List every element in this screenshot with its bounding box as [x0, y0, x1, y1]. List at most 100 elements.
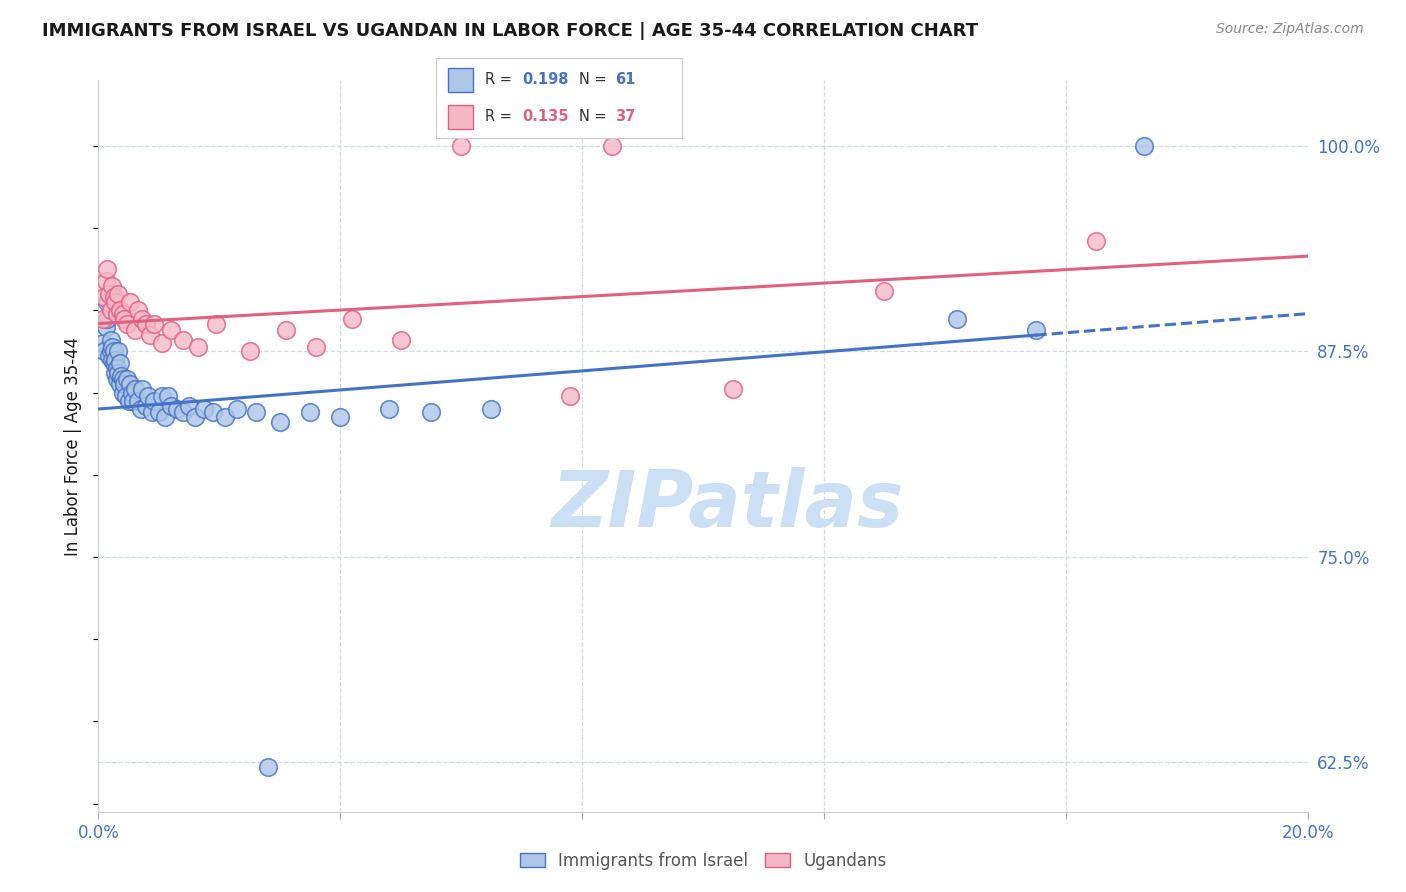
- Point: [117, 317, 139, 331]
- Legend: Immigrants from Israel, Ugandans: Immigrants from Israel, Ugandans: [513, 846, 893, 877]
- Point: [108, 356, 131, 370]
- Point: [873, 284, 896, 298]
- Point: [389, 333, 412, 347]
- Point: [269, 415, 291, 429]
- Point: [127, 393, 149, 408]
- Point: [131, 311, 153, 326]
- Point: [143, 317, 166, 331]
- Point: [172, 405, 194, 419]
- Point: [104, 366, 127, 380]
- Point: [96, 311, 118, 326]
- Point: [91, 311, 114, 326]
- Point: [107, 344, 129, 359]
- Text: R =: R =: [485, 72, 516, 87]
- Point: [100, 352, 122, 367]
- Text: Source: ZipAtlas.com: Source: ZipAtlas.com: [1216, 22, 1364, 37]
- Point: [481, 402, 503, 417]
- Point: [305, 340, 328, 354]
- Point: [131, 382, 153, 396]
- Point: [187, 340, 209, 354]
- Point: [602, 139, 624, 153]
- Point: [150, 336, 173, 351]
- Point: [104, 352, 127, 367]
- Point: [1133, 139, 1156, 153]
- Point: [110, 369, 132, 384]
- Point: [111, 372, 134, 386]
- Point: [329, 410, 352, 425]
- Point: [946, 311, 969, 326]
- Point: [100, 333, 122, 347]
- Point: [179, 399, 201, 413]
- Point: [723, 382, 745, 396]
- Point: [141, 405, 163, 419]
- Point: [93, 290, 115, 304]
- Text: 61: 61: [616, 72, 636, 87]
- Point: [122, 393, 145, 408]
- Point: [135, 399, 157, 413]
- Point: [129, 402, 152, 417]
- Text: ZIPatlas: ZIPatlas: [551, 467, 903, 542]
- Point: [153, 410, 176, 425]
- Point: [377, 402, 399, 417]
- Point: [93, 344, 115, 359]
- Point: [124, 323, 146, 337]
- Point: [136, 389, 159, 403]
- Point: [98, 287, 121, 301]
- Point: [108, 377, 131, 392]
- Point: [94, 319, 117, 334]
- Point: [239, 344, 262, 359]
- Point: [100, 340, 122, 354]
- Point: [100, 303, 122, 318]
- Point: [420, 405, 443, 419]
- Text: 0.198: 0.198: [522, 72, 568, 87]
- Point: [160, 399, 183, 413]
- Point: [558, 389, 581, 403]
- Point: [107, 366, 129, 380]
- Point: [96, 262, 118, 277]
- Text: R =: R =: [485, 109, 516, 124]
- Point: [121, 385, 143, 400]
- Point: [274, 323, 297, 337]
- Point: [118, 295, 141, 310]
- Text: IMMIGRANTS FROM ISRAEL VS UGANDAN IN LABOR FORCE | AGE 35-44 CORRELATION CHART: IMMIGRANTS FROM ISRAEL VS UGANDAN IN LAB…: [42, 22, 979, 40]
- Text: N =: N =: [579, 72, 610, 87]
- Point: [103, 344, 125, 359]
- Point: [245, 405, 267, 419]
- Text: 37: 37: [616, 109, 636, 124]
- Point: [111, 307, 134, 321]
- Point: [124, 382, 146, 396]
- Point: [139, 328, 162, 343]
- Point: [193, 402, 215, 417]
- Point: [107, 287, 129, 301]
- Text: N =: N =: [579, 109, 610, 124]
- Point: [450, 139, 472, 153]
- Point: [96, 295, 118, 310]
- Point: [111, 385, 134, 400]
- Point: [127, 303, 149, 318]
- Point: [105, 360, 128, 375]
- Point: [160, 323, 183, 337]
- Text: 0.135: 0.135: [522, 109, 568, 124]
- Point: [103, 290, 125, 304]
- Point: [100, 278, 122, 293]
- Point: [112, 377, 135, 392]
- Point: [148, 405, 170, 419]
- Point: [299, 405, 322, 419]
- Point: [166, 402, 188, 417]
- Point: [156, 389, 179, 403]
- Point: [94, 274, 117, 288]
- Y-axis label: In Labor Force | Age 35-44: In Labor Force | Age 35-44: [65, 336, 83, 556]
- Point: [108, 303, 131, 318]
- Point: [143, 393, 166, 408]
- Point: [104, 295, 127, 310]
- Point: [117, 372, 139, 386]
- Point: [214, 410, 236, 425]
- Point: [105, 307, 128, 321]
- Point: [118, 393, 141, 408]
- Bar: [449, 104, 472, 128]
- Point: [98, 350, 121, 364]
- Point: [103, 356, 125, 370]
- Point: [91, 336, 114, 351]
- Point: [226, 402, 249, 417]
- Point: [1024, 323, 1046, 337]
